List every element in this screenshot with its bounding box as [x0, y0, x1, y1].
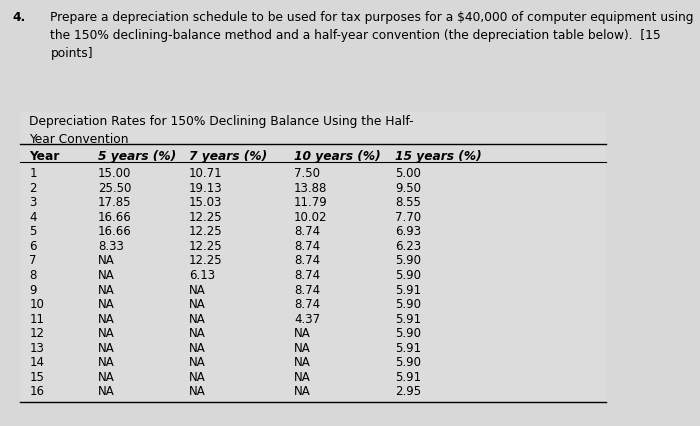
- Text: 5.00: 5.00: [395, 167, 421, 180]
- Text: 15.03: 15.03: [189, 196, 223, 209]
- Text: 8.74: 8.74: [294, 225, 320, 238]
- Text: NA: NA: [189, 326, 206, 339]
- Text: 5.90: 5.90: [395, 326, 421, 339]
- Text: NA: NA: [98, 268, 115, 281]
- Text: Depreciation Rates for 150% Declining Balance Using the Half-: Depreciation Rates for 150% Declining Ba…: [29, 115, 414, 128]
- Text: NA: NA: [98, 355, 115, 368]
- Text: 13.88: 13.88: [294, 181, 328, 194]
- Text: 16: 16: [29, 384, 44, 397]
- Text: Year: Year: [29, 150, 60, 163]
- Text: 10.02: 10.02: [294, 210, 328, 223]
- Text: 9: 9: [29, 283, 37, 296]
- Text: 10 years (%): 10 years (%): [294, 150, 381, 163]
- Text: 16.66: 16.66: [98, 225, 132, 238]
- Text: NA: NA: [189, 370, 206, 383]
- Text: 6.13: 6.13: [189, 268, 215, 281]
- Text: 8.55: 8.55: [395, 196, 421, 209]
- Text: NA: NA: [189, 283, 206, 296]
- Text: 5.90: 5.90: [395, 254, 421, 267]
- Text: 2.95: 2.95: [395, 384, 421, 397]
- Text: NA: NA: [98, 341, 115, 354]
- Text: 17.85: 17.85: [98, 196, 132, 209]
- Text: 11.79: 11.79: [294, 196, 328, 209]
- Text: NA: NA: [294, 384, 311, 397]
- Text: 7.50: 7.50: [294, 167, 320, 180]
- Text: NA: NA: [98, 283, 115, 296]
- Text: 8.74: 8.74: [294, 283, 320, 296]
- Text: 15 years (%): 15 years (%): [395, 150, 482, 163]
- Text: 5.90: 5.90: [395, 268, 421, 281]
- Text: 8.74: 8.74: [294, 254, 320, 267]
- Text: 8: 8: [29, 268, 37, 281]
- Text: NA: NA: [189, 355, 206, 368]
- Text: 14: 14: [29, 355, 44, 368]
- Text: 7: 7: [29, 254, 37, 267]
- Text: 13: 13: [29, 341, 44, 354]
- Text: 15.00: 15.00: [98, 167, 132, 180]
- Text: 10: 10: [29, 297, 44, 310]
- Text: 2: 2: [29, 181, 37, 194]
- Text: 9.50: 9.50: [395, 181, 421, 194]
- Text: Year Convention: Year Convention: [29, 133, 129, 146]
- Text: NA: NA: [98, 312, 115, 325]
- Text: 4.37: 4.37: [294, 312, 320, 325]
- Text: 6.93: 6.93: [395, 225, 421, 238]
- Text: 6.23: 6.23: [395, 239, 421, 252]
- Text: 10.71: 10.71: [189, 167, 223, 180]
- Text: Prepare a depreciation schedule to be used for tax purposes for a $40,000 of com: Prepare a depreciation schedule to be us…: [50, 11, 694, 60]
- Text: NA: NA: [294, 355, 311, 368]
- Text: 11: 11: [29, 312, 44, 325]
- Text: NA: NA: [294, 341, 311, 354]
- Text: 5 years (%): 5 years (%): [98, 150, 176, 163]
- Text: 5.91: 5.91: [395, 283, 421, 296]
- Text: 8.74: 8.74: [294, 297, 320, 310]
- Text: 5.91: 5.91: [395, 312, 421, 325]
- Text: 5.90: 5.90: [395, 355, 421, 368]
- Text: 12.25: 12.25: [189, 239, 223, 252]
- Text: 12: 12: [29, 326, 44, 339]
- Text: NA: NA: [98, 254, 115, 267]
- Text: 19.13: 19.13: [189, 181, 223, 194]
- Text: 12.25: 12.25: [189, 210, 223, 223]
- Text: 1: 1: [29, 167, 37, 180]
- Text: 7 years (%): 7 years (%): [189, 150, 267, 163]
- Text: NA: NA: [189, 384, 206, 397]
- Text: 4: 4: [29, 210, 37, 223]
- Text: 5.90: 5.90: [395, 297, 421, 310]
- Text: 16.66: 16.66: [98, 210, 132, 223]
- Text: NA: NA: [98, 384, 115, 397]
- Text: NA: NA: [98, 326, 115, 339]
- Text: 8.74: 8.74: [294, 268, 320, 281]
- Text: 8.74: 8.74: [294, 239, 320, 252]
- Text: 25.50: 25.50: [98, 181, 132, 194]
- Text: NA: NA: [189, 297, 206, 310]
- Text: 5.91: 5.91: [395, 370, 421, 383]
- Text: 12.25: 12.25: [189, 225, 223, 238]
- Text: NA: NA: [294, 370, 311, 383]
- Text: 8.33: 8.33: [98, 239, 124, 252]
- Text: 12.25: 12.25: [189, 254, 223, 267]
- Text: NA: NA: [189, 312, 206, 325]
- Text: 5: 5: [29, 225, 37, 238]
- Text: NA: NA: [294, 326, 311, 339]
- Text: NA: NA: [98, 370, 115, 383]
- Text: 15: 15: [29, 370, 44, 383]
- Text: 6: 6: [29, 239, 37, 252]
- Text: 5.91: 5.91: [395, 341, 421, 354]
- Text: NA: NA: [98, 297, 115, 310]
- Text: 4.: 4.: [13, 11, 26, 23]
- Text: NA: NA: [189, 341, 206, 354]
- Text: 3: 3: [29, 196, 37, 209]
- Text: 7.70: 7.70: [395, 210, 421, 223]
